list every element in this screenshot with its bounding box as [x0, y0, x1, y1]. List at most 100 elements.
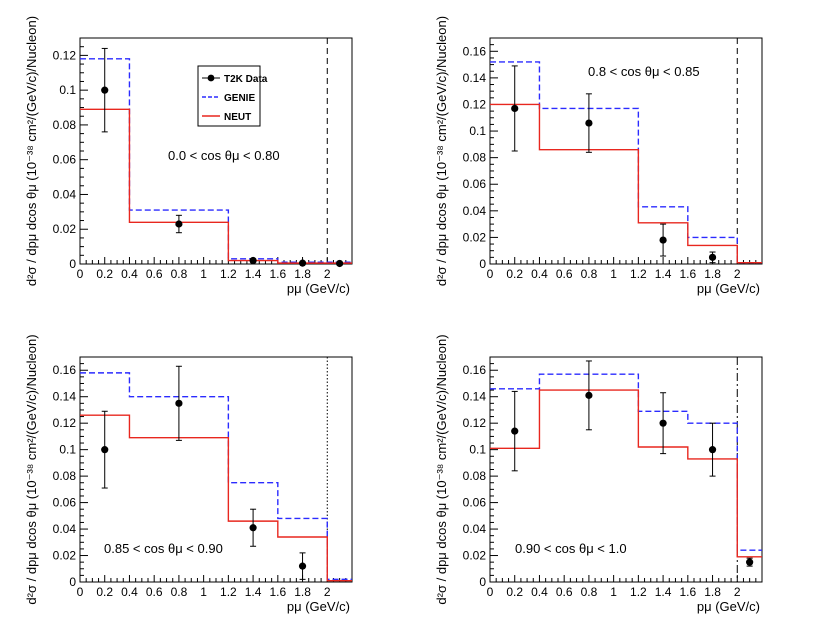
x-tick-label: 1.4: [655, 585, 672, 599]
y-tick-label: 0.08: [463, 151, 487, 165]
x-axis-title: pμ (GeV/c): [287, 599, 350, 614]
y-tick-label: 0.02: [53, 549, 77, 563]
y-tick-label: 0.06: [53, 496, 77, 510]
data-point: [249, 256, 257, 265]
x-tick-label: 0: [77, 585, 84, 599]
x-tick-label: 0.8: [581, 585, 598, 599]
y-tick-label: 0.1: [469, 443, 486, 457]
data-point: [659, 236, 667, 244]
x-tick-label: 2: [734, 267, 741, 281]
y-tick-label: 0.12: [463, 97, 487, 111]
x-tick-label: 0.2: [506, 585, 523, 599]
data-point: [659, 419, 667, 427]
panel-4: 0 0.2 0.4 0.6 0.8 1 1.2 1.4 1.6 1.8 2 0 0.02 0.04 0.06…: [434, 334, 763, 614]
x-tick-label: 0.6: [556, 585, 573, 599]
y-axis-title: d²σ / dpμ dcos θμ (10⁻³⁸ cm²/(GeV/c)/Nuc…: [434, 334, 449, 604]
x-tick-label: 0.2: [96, 267, 113, 281]
x-tick-label: 1.2: [630, 585, 647, 599]
x-tick-label: 0.4: [531, 267, 548, 281]
data-point: [511, 104, 519, 113]
x-tick-label: 2: [324, 267, 331, 281]
neut-histogram: [80, 108, 352, 264]
x-tick-label: 1: [200, 267, 207, 281]
x-tick-label: 1.6: [679, 267, 696, 281]
data-point: [101, 446, 109, 454]
x-tick-label: 1: [610, 267, 617, 281]
x-tick-label: 1: [200, 585, 207, 599]
x-tick-label: 0.4: [121, 585, 138, 599]
legend-label: GENIE: [224, 93, 255, 104]
y-tick-label: 0.1: [59, 83, 76, 97]
x-tick-label: 0: [77, 267, 84, 281]
x-tick-label: 1.4: [245, 267, 262, 281]
data-point: [336, 259, 344, 268]
condition-label: 0.8 < cos θμ < 0.85: [588, 64, 700, 79]
x-tick-label: 1.2: [220, 267, 237, 281]
x-tick-label: 0.2: [506, 267, 523, 281]
y-tick-label: 0: [479, 575, 486, 589]
y-tick-label: 0.04: [53, 522, 77, 536]
panel-1: 0 0.2 0.4 0.6 0.8 1 1.2 1.4 1.6 1.8 2 0 0.02 0.04 0.06…: [24, 16, 353, 296]
y-tick-label: 0.02: [463, 549, 487, 563]
y-tick-label: 0.06: [463, 496, 487, 510]
y-tick-label: 0.02: [463, 230, 487, 244]
condition-label: 0.85 < cos θμ < 0.90: [104, 541, 223, 556]
x-tick-label: 0: [487, 585, 494, 599]
x-tick-label: 1.8: [294, 267, 311, 281]
x-tick-label: 1.8: [704, 267, 721, 281]
y-tick-label: 0.08: [53, 118, 77, 132]
data-point: [175, 220, 183, 228]
x-tick-label: 1: [610, 585, 617, 599]
panel-2: 0 0.2 0.4 0.6 0.8 1 1.2 1.4 1.6 1.8 2 0 0.02 0.04 0.06…: [434, 16, 763, 296]
x-axis-title: pμ (GeV/c): [287, 281, 350, 296]
x-tick-label: 0.8: [171, 585, 188, 599]
y-tick-label: 0: [69, 257, 76, 271]
y-tick-label: 0.04: [53, 187, 77, 201]
data-point: [249, 524, 257, 532]
y-tick-label: 0.04: [463, 204, 487, 218]
x-tick-label: 0: [487, 267, 494, 281]
x-tick-label: 2: [734, 585, 741, 599]
y-tick-label: 0.06: [463, 177, 487, 191]
data-point: [708, 446, 717, 454]
x-tick-label: 1.8: [704, 585, 721, 599]
data-point: [298, 259, 307, 267]
data-point: [585, 391, 593, 399]
y-tick-label: 0.16: [463, 363, 487, 377]
data-point: [511, 427, 519, 435]
data-point: [175, 399, 183, 407]
y-tick-label: 0.16: [53, 363, 77, 377]
y-axis-title: d²σ / dpμ dcos θμ (10⁻³⁸ cm²/(GeV/c)/Nuc…: [24, 16, 39, 286]
x-axis-title: pμ (GeV/c): [697, 281, 760, 296]
y-tick-label: 0.08: [463, 469, 487, 483]
legend-label: T2K Data: [224, 74, 268, 85]
x-tick-label: 0.8: [581, 267, 598, 281]
y-tick-label: 0.12: [53, 416, 77, 430]
x-tick-label: 0.6: [556, 267, 573, 281]
y-tick-label: 0.02: [53, 222, 77, 236]
x-tick-label: 1.6: [269, 585, 286, 599]
x-tick-label: 0.4: [121, 267, 138, 281]
data-point: [746, 558, 754, 566]
condition-label: 0.0 < cos θμ < 0.80: [168, 148, 280, 163]
y-axis-title: d²σ / dpμ dcos θμ (10⁻³⁸ cm²/(GeV/c)/Nuc…: [434, 16, 449, 286]
y-tick-label: 0.12: [53, 48, 77, 62]
x-tick-label: 1.2: [630, 267, 647, 281]
condition-label: 0.90 < cos θμ < 1.0: [515, 541, 627, 556]
y-tick-label: 0: [69, 575, 76, 589]
y-tick-label: 0.14: [463, 71, 487, 85]
x-tick-label: 1.4: [655, 267, 672, 281]
panel-3: 0 0.2 0.4 0.6 0.8 1 1.2 1.4 1.6 1.8 2 0 0.02 0.04 0.06…: [24, 334, 353, 614]
x-tick-label: 2: [324, 585, 331, 599]
x-tick-label: 1.6: [679, 585, 696, 599]
x-tick-label: 0.6: [146, 267, 163, 281]
y-tick-label: 0.12: [463, 416, 487, 430]
y-tick-label: 0.08: [53, 469, 77, 483]
x-tick-label: 1.4: [245, 585, 262, 599]
x-tick-label: 1.8: [294, 585, 311, 599]
y-tick-label: 0.04: [463, 522, 487, 536]
legend-marker: [207, 74, 215, 82]
x-tick-label: 0.2: [96, 585, 113, 599]
y-tick-label: 0.06: [53, 153, 77, 167]
